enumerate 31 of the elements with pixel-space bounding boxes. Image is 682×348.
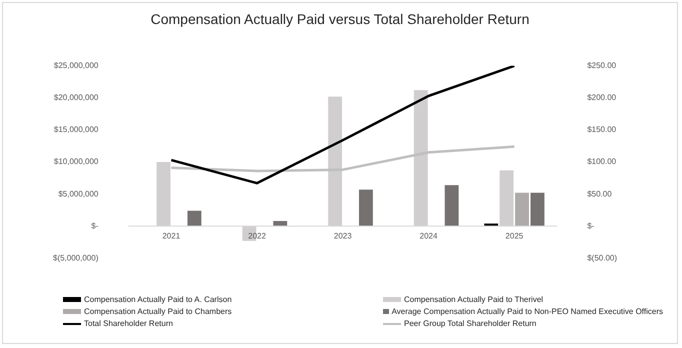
bar [444,185,459,226]
x-tick-label: 2022 [248,231,266,240]
x-tick-label: 2023 [334,231,352,240]
legend-label: Compensation Actually Paid to Chambers [84,307,232,316]
bar [515,192,529,226]
y2-tick-label: $- [587,221,595,230]
x-tick-label: 2021 [162,231,181,240]
y-tick-label: $20,000,000 [54,93,99,102]
y2-tick-label: $100.00 [587,157,617,166]
x-tick-label: 2024 [420,231,438,240]
legend-label: Compensation Actually Paid to A. Carlson [84,295,232,304]
y-tick-label: $- [91,221,99,230]
legend-label: Peer Group Total Shareholder Return [404,319,536,328]
legend-label: Average Compensation Actually Paid to Non-PEO Named Executive Officers [392,307,663,316]
y2-tick-label: $200.00 [587,93,617,102]
legend-label: Compensation Actually Paid to Therivel [404,295,544,304]
bar [187,210,202,226]
y-tick-label: $10,000,000 [54,157,99,166]
bar [358,190,373,226]
chart-title: Compensation Actually Paid versus Total Shareholder Return [150,11,530,27]
bar [530,192,544,226]
y-tick-label: $(5,000,000) [52,253,99,262]
y-tick-label: $5,000,000 [58,189,99,198]
x-tick-label: 2025 [505,231,524,240]
y2-tick-label: $50.00 [587,189,612,198]
legend-label: Total Shareholder Return [84,319,173,328]
y2-tick-label: $150.00 [587,125,617,134]
y2-tick-label: $(50.00) [587,253,618,262]
y2-tick-label: $250.00 [587,61,617,70]
y-tick-label: $15,000,000 [54,125,99,134]
y-tick-label: $25,000,000 [54,61,99,70]
